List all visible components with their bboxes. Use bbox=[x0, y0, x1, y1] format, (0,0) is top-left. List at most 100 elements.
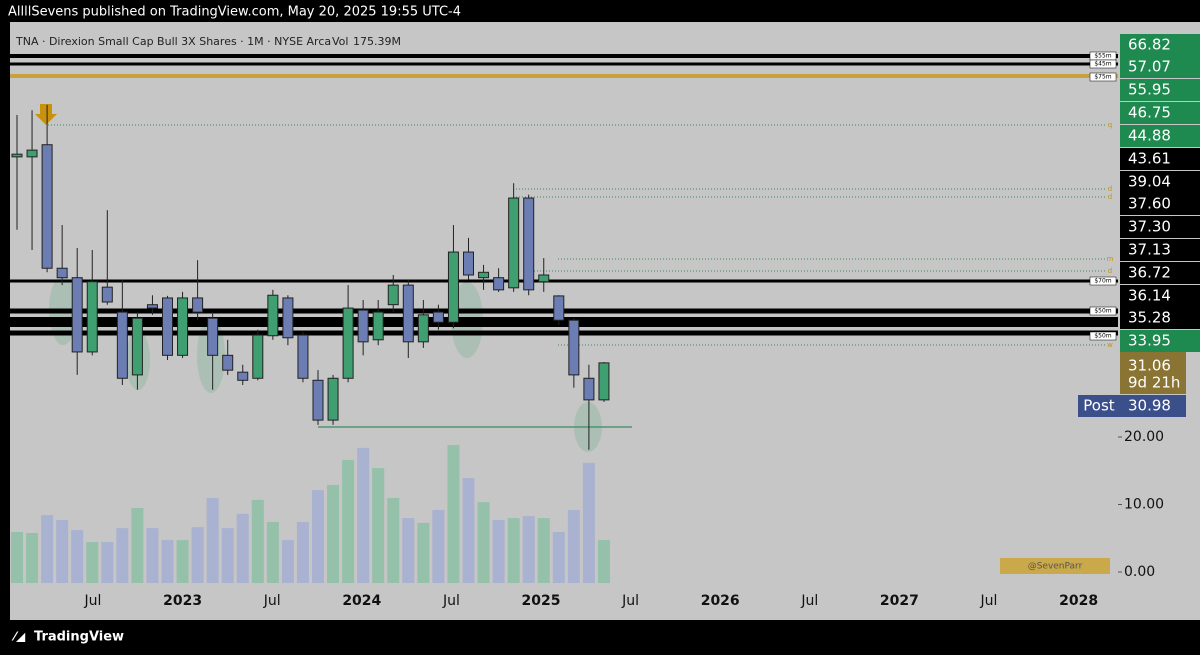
candle-body bbox=[312, 379, 324, 421]
volume-bar bbox=[477, 502, 490, 583]
volume-bar bbox=[402, 518, 415, 583]
price-tag: 66.82 bbox=[1128, 36, 1171, 54]
marker-letter: q bbox=[1108, 121, 1112, 129]
candle-body bbox=[553, 295, 565, 321]
level-tag bbox=[1089, 72, 1117, 82]
marker-letter: m bbox=[1107, 255, 1114, 263]
price-tag: 37.13 bbox=[1128, 241, 1171, 259]
marker-letter: d bbox=[1108, 193, 1112, 201]
candle-body bbox=[493, 277, 505, 291]
x-tick-label: 2026 bbox=[701, 593, 740, 609]
candle-body bbox=[447, 251, 459, 323]
candle-body bbox=[523, 197, 535, 291]
x-tick-label: 2025 bbox=[522, 593, 561, 609]
volume-bar bbox=[131, 508, 144, 583]
volume-bar bbox=[116, 528, 129, 583]
volume-bar bbox=[71, 530, 84, 583]
volume-bar bbox=[236, 513, 249, 583]
legend-vol-value: 175.39M bbox=[353, 35, 401, 48]
volume-bar bbox=[552, 532, 565, 583]
candle-body bbox=[41, 144, 53, 269]
price-tag: 36.72 bbox=[1128, 264, 1171, 282]
price-tag: 33.95 bbox=[1128, 332, 1171, 350]
legend-symbol: TNA · Direxion Small Cap Bull 3X Shares … bbox=[15, 35, 331, 48]
candle-body bbox=[508, 197, 520, 289]
x-tick-label: Jul bbox=[800, 593, 818, 609]
price-tag-bg bbox=[1120, 193, 1200, 215]
candle-body bbox=[26, 149, 38, 158]
price-tag-bg bbox=[1120, 56, 1200, 78]
candle-body bbox=[222, 354, 234, 371]
candle-body bbox=[402, 284, 414, 343]
price-tag-bg bbox=[1120, 262, 1200, 284]
price-tag: 44.88 bbox=[1128, 127, 1171, 145]
candle-body bbox=[56, 267, 68, 279]
price-tag-bg bbox=[1120, 330, 1200, 352]
candle-body bbox=[101, 286, 113, 303]
last-tag-bg bbox=[1120, 352, 1186, 394]
candle-body bbox=[538, 274, 550, 283]
volume-bar bbox=[447, 445, 460, 583]
candle-body bbox=[11, 153, 23, 158]
post-tag: 30.98 bbox=[1128, 397, 1171, 415]
volume-bar bbox=[191, 527, 204, 583]
marker-letter: d bbox=[1108, 267, 1112, 275]
candle-body bbox=[267, 294, 279, 337]
price-tag: 46.75 bbox=[1128, 104, 1171, 122]
candle-body bbox=[131, 317, 143, 376]
level-label: $50m bbox=[1094, 333, 1111, 340]
candle-body bbox=[372, 311, 384, 341]
price-tag-bg bbox=[1120, 307, 1200, 329]
level-tag bbox=[1089, 331, 1117, 341]
price-tag: 37.60 bbox=[1128, 195, 1171, 213]
candle-body bbox=[86, 281, 98, 353]
price-tag: 57.07 bbox=[1128, 58, 1171, 76]
level-tag bbox=[1089, 306, 1117, 316]
volume-bar bbox=[387, 497, 400, 583]
price-tag-bg bbox=[1120, 102, 1200, 124]
level-tag bbox=[1089, 59, 1117, 69]
candle-body bbox=[146, 304, 158, 309]
y-tick-label: 10.00 bbox=[1124, 496, 1164, 512]
publisher: AllllSevens published on TradingView.com… bbox=[8, 5, 461, 20]
level-label: $45m bbox=[1094, 61, 1111, 68]
volume-bar bbox=[357, 447, 370, 583]
x-tick-label: Jul bbox=[84, 593, 102, 609]
y-tick-label: 0.00 bbox=[1124, 564, 1155, 580]
volume-bar bbox=[206, 497, 219, 583]
candle-body bbox=[598, 362, 610, 401]
x-tick-label: 2023 bbox=[163, 593, 202, 609]
marker-letter: d bbox=[1108, 185, 1112, 193]
arrow bbox=[35, 104, 57, 125]
candle-body bbox=[463, 251, 474, 276]
countdown: 9d 21h bbox=[1128, 374, 1180, 392]
volume-bar bbox=[462, 478, 475, 583]
price-tag-bg bbox=[1120, 239, 1200, 261]
volume-bar bbox=[281, 540, 294, 583]
x-tick-label: Jul bbox=[263, 593, 281, 609]
candle-body bbox=[387, 284, 399, 306]
candle-body bbox=[207, 317, 219, 356]
volume-bar bbox=[176, 540, 189, 583]
price-tag-bg bbox=[1120, 171, 1200, 193]
footer-brand: TradingView bbox=[34, 630, 124, 645]
candle-body bbox=[282, 297, 294, 339]
price-tag-bg bbox=[1120, 34, 1200, 56]
candle-body bbox=[417, 314, 429, 343]
price-tag-bg bbox=[1120, 216, 1200, 238]
price-tag: 43.61 bbox=[1128, 150, 1171, 168]
candle-body bbox=[116, 311, 128, 379]
volume-bar bbox=[11, 532, 23, 583]
volume-bar bbox=[597, 540, 610, 583]
price-tag: 39.04 bbox=[1128, 173, 1171, 191]
volume-bar bbox=[582, 462, 595, 583]
x-tick-label: Jul bbox=[621, 593, 639, 609]
level-label: $55m bbox=[1094, 53, 1111, 60]
candle-body bbox=[177, 297, 189, 356]
candle-body bbox=[478, 271, 490, 279]
post-name-bg bbox=[1078, 395, 1120, 417]
price-tag-bg bbox=[1120, 285, 1200, 307]
y-tick-label: 20.00 bbox=[1124, 429, 1164, 445]
candle-body bbox=[297, 334, 309, 379]
